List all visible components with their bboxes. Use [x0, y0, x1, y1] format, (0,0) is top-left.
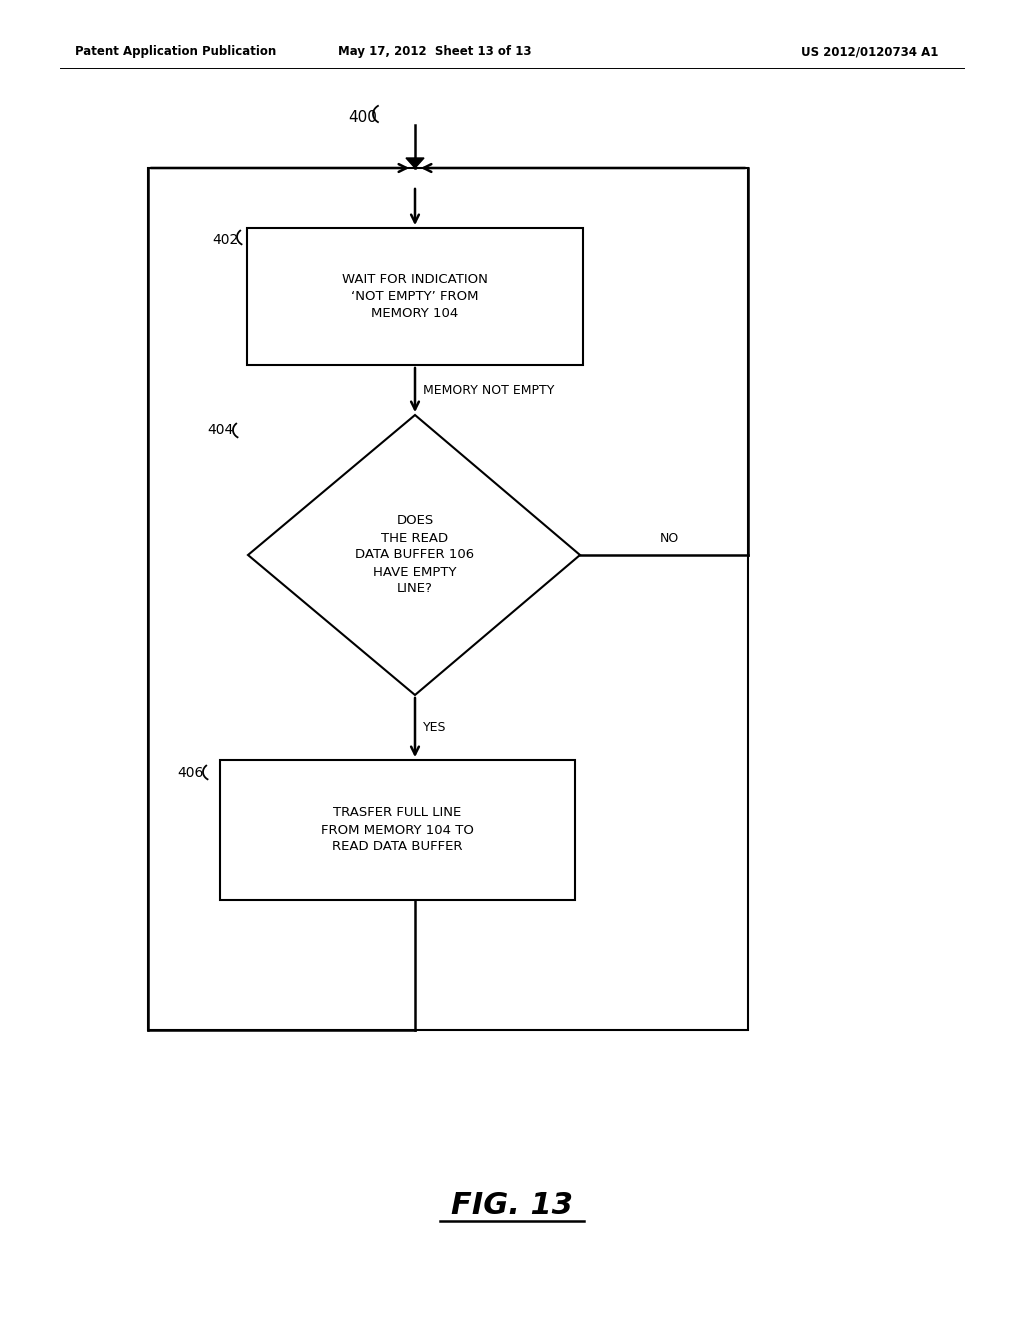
Text: NO: NO [659, 532, 679, 545]
Text: DOES
THE READ
DATA BUFFER 106
HAVE EMPTY
LINE?: DOES THE READ DATA BUFFER 106 HAVE EMPTY… [355, 515, 474, 595]
Text: 400: 400 [348, 111, 377, 125]
Bar [148, 168, 748, 1030]
Text: TRASFER FULL LINE
FROM MEMORY 104 TO
READ DATA BUFFER: TRASFER FULL LINE FROM MEMORY 104 TO REA… [322, 807, 474, 854]
Bar [247, 228, 583, 366]
Bar [220, 760, 575, 900]
Text: YES: YES [423, 721, 446, 734]
Text: 404: 404 [207, 422, 233, 437]
Text: 406: 406 [177, 766, 204, 780]
Text: WAIT FOR INDICATION
‘NOT EMPTY’ FROM
MEMORY 104: WAIT FOR INDICATION ‘NOT EMPTY’ FROM MEM… [342, 273, 488, 319]
Text: MEMORY NOT EMPTY: MEMORY NOT EMPTY [423, 384, 554, 396]
Polygon shape [415, 158, 424, 168]
Text: 402: 402 [212, 234, 239, 247]
Polygon shape [406, 158, 415, 168]
Text: FIG. 13: FIG. 13 [451, 1191, 573, 1220]
Text: Patent Application Publication: Patent Application Publication [75, 45, 276, 58]
Text: US 2012/0120734 A1: US 2012/0120734 A1 [802, 45, 939, 58]
Polygon shape [248, 414, 580, 696]
Text: May 17, 2012  Sheet 13 of 13: May 17, 2012 Sheet 13 of 13 [338, 45, 531, 58]
